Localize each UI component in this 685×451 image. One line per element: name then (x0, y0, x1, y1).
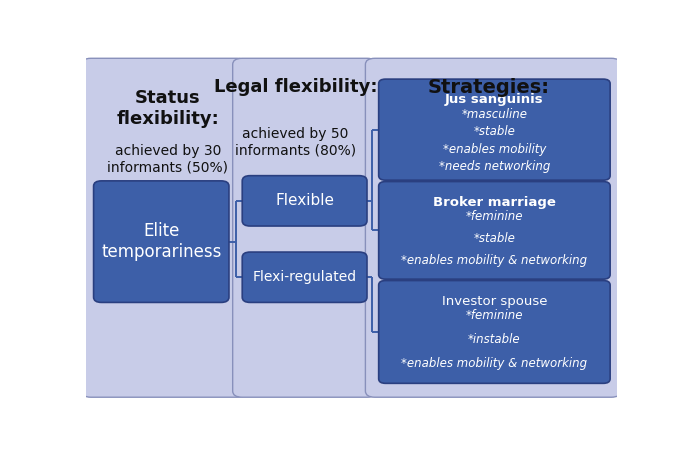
Text: Status
flexibility:: Status flexibility: (116, 89, 219, 128)
Text: *enables mobility: *enables mobility (443, 143, 546, 156)
FancyBboxPatch shape (365, 58, 621, 397)
FancyBboxPatch shape (242, 252, 367, 303)
Text: *needs networking: *needs networking (438, 160, 550, 173)
FancyBboxPatch shape (379, 182, 610, 279)
FancyBboxPatch shape (82, 58, 247, 397)
Text: achieved by 50
informants (80%): achieved by 50 informants (80%) (235, 127, 356, 157)
Text: *instable: *instable (468, 333, 521, 346)
Text: Broker marriage: Broker marriage (433, 196, 556, 209)
Text: Flexible: Flexible (275, 193, 334, 208)
Text: Elite
temporariness: Elite temporariness (101, 222, 221, 261)
Text: *stable: *stable (473, 232, 515, 245)
Text: *enables mobility & networking: *enables mobility & networking (401, 357, 588, 370)
FancyBboxPatch shape (94, 181, 229, 303)
Text: *masculine: *masculine (462, 108, 527, 121)
FancyBboxPatch shape (242, 176, 367, 226)
Text: achieved by 30
informants (50%): achieved by 30 informants (50%) (108, 144, 228, 175)
FancyBboxPatch shape (233, 58, 377, 397)
Text: Investor spouse: Investor spouse (442, 295, 547, 308)
Text: *stable: *stable (473, 125, 515, 138)
FancyBboxPatch shape (379, 281, 610, 383)
Text: Legal flexibility:: Legal flexibility: (214, 78, 377, 97)
Text: Flexi-regulated: Flexi-regulated (253, 270, 357, 284)
Text: Jus sanguinis: Jus sanguinis (445, 93, 544, 106)
Text: *enables mobility & networking: *enables mobility & networking (401, 254, 588, 267)
FancyBboxPatch shape (379, 79, 610, 180)
Text: *feminine: *feminine (466, 210, 523, 223)
Text: Strategies:: Strategies: (428, 78, 550, 97)
Text: *feminine: *feminine (466, 309, 523, 322)
